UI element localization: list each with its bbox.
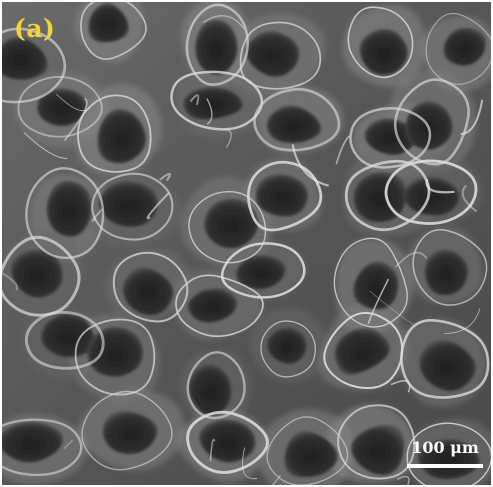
wall-ridge [291, 144, 329, 187]
scale-bar-label: 100 μm [411, 438, 479, 457]
wall-ridge [390, 380, 411, 393]
panel-label: (a) [14, 14, 56, 43]
cell-wall [77, 94, 152, 173]
pore [255, 174, 308, 217]
pore [2, 36, 48, 80]
cell-wall [412, 229, 488, 306]
cell-wall [247, 160, 323, 232]
pore [424, 249, 469, 296]
cell-wall [2, 235, 81, 317]
pore [98, 181, 158, 227]
cell-wall [2, 27, 67, 104]
cell-wall [400, 319, 490, 399]
cell-wall [81, 390, 173, 471]
cell-wall [2, 418, 83, 477]
pore [266, 327, 307, 364]
wall-ridge [367, 278, 390, 325]
wall-ridge [56, 93, 91, 112]
wall-ridge [395, 251, 428, 268]
wall-ridge [91, 208, 104, 222]
cell-wall [425, 12, 491, 85]
pore [195, 19, 238, 75]
cell-wall [112, 251, 189, 323]
cell-wall [337, 404, 416, 480]
cell-wall [186, 351, 246, 420]
cell-wall [80, 2, 147, 60]
pore [204, 198, 259, 248]
wall-ridge [159, 172, 172, 182]
pore [236, 255, 286, 290]
pore [97, 109, 147, 164]
pore [245, 31, 300, 77]
cell-wall [384, 159, 478, 225]
wall-ridge [242, 447, 258, 480]
wall-ridge [271, 474, 281, 485]
cell-wall [347, 6, 414, 79]
pore [122, 267, 174, 316]
pore [351, 424, 405, 475]
pore [188, 364, 232, 416]
pore [102, 411, 158, 454]
cell-wall [24, 310, 105, 370]
cell-wall [17, 75, 103, 138]
wall-ridge [2, 272, 19, 291]
pore [41, 312, 95, 358]
cell-wall [25, 167, 105, 260]
pore [359, 28, 408, 76]
pores [2, 2, 487, 479]
wall-ridge [444, 308, 481, 334]
cell-wall [188, 190, 267, 264]
pore [37, 88, 87, 126]
wall-ridge [202, 15, 245, 30]
cell-wall [175, 274, 264, 338]
pore [284, 431, 338, 478]
scale-bar [407, 464, 483, 468]
pore [403, 177, 460, 216]
cell-wall [186, 410, 269, 474]
pore [187, 288, 237, 323]
cell-wall [260, 320, 317, 378]
wall-ridge [63, 97, 88, 142]
pore [88, 2, 129, 43]
cell-wall [91, 172, 174, 241]
pore [10, 249, 63, 298]
cell-wall [220, 242, 306, 299]
wall-ridge [23, 132, 68, 160]
pore [419, 340, 476, 391]
wall-ridge [369, 290, 414, 325]
pore [2, 422, 63, 463]
wall-ridge [206, 98, 213, 126]
pore [417, 438, 480, 479]
cell-wall [344, 159, 431, 232]
cell-wall [253, 87, 341, 152]
cell-wall [406, 422, 491, 485]
cell-wall [266, 416, 349, 485]
pore [335, 328, 390, 375]
pore [443, 27, 487, 66]
wall-ridge [396, 475, 410, 485]
wall-ridge [223, 128, 232, 148]
wall-ridge [189, 94, 200, 106]
cell-wall [170, 70, 264, 131]
cell-wall [74, 318, 156, 396]
wall-ridge [146, 192, 170, 220]
wall-ridge [63, 439, 74, 450]
pore [46, 180, 92, 237]
cell-wall [239, 21, 322, 90]
wall-ridge [460, 99, 484, 136]
pore [353, 261, 399, 310]
pore [199, 419, 256, 463]
wall-ridge [461, 184, 478, 213]
pore [266, 105, 322, 143]
wall-ridge [335, 135, 350, 165]
wall-ridge [209, 438, 216, 462]
wall-ridge [425, 178, 455, 194]
